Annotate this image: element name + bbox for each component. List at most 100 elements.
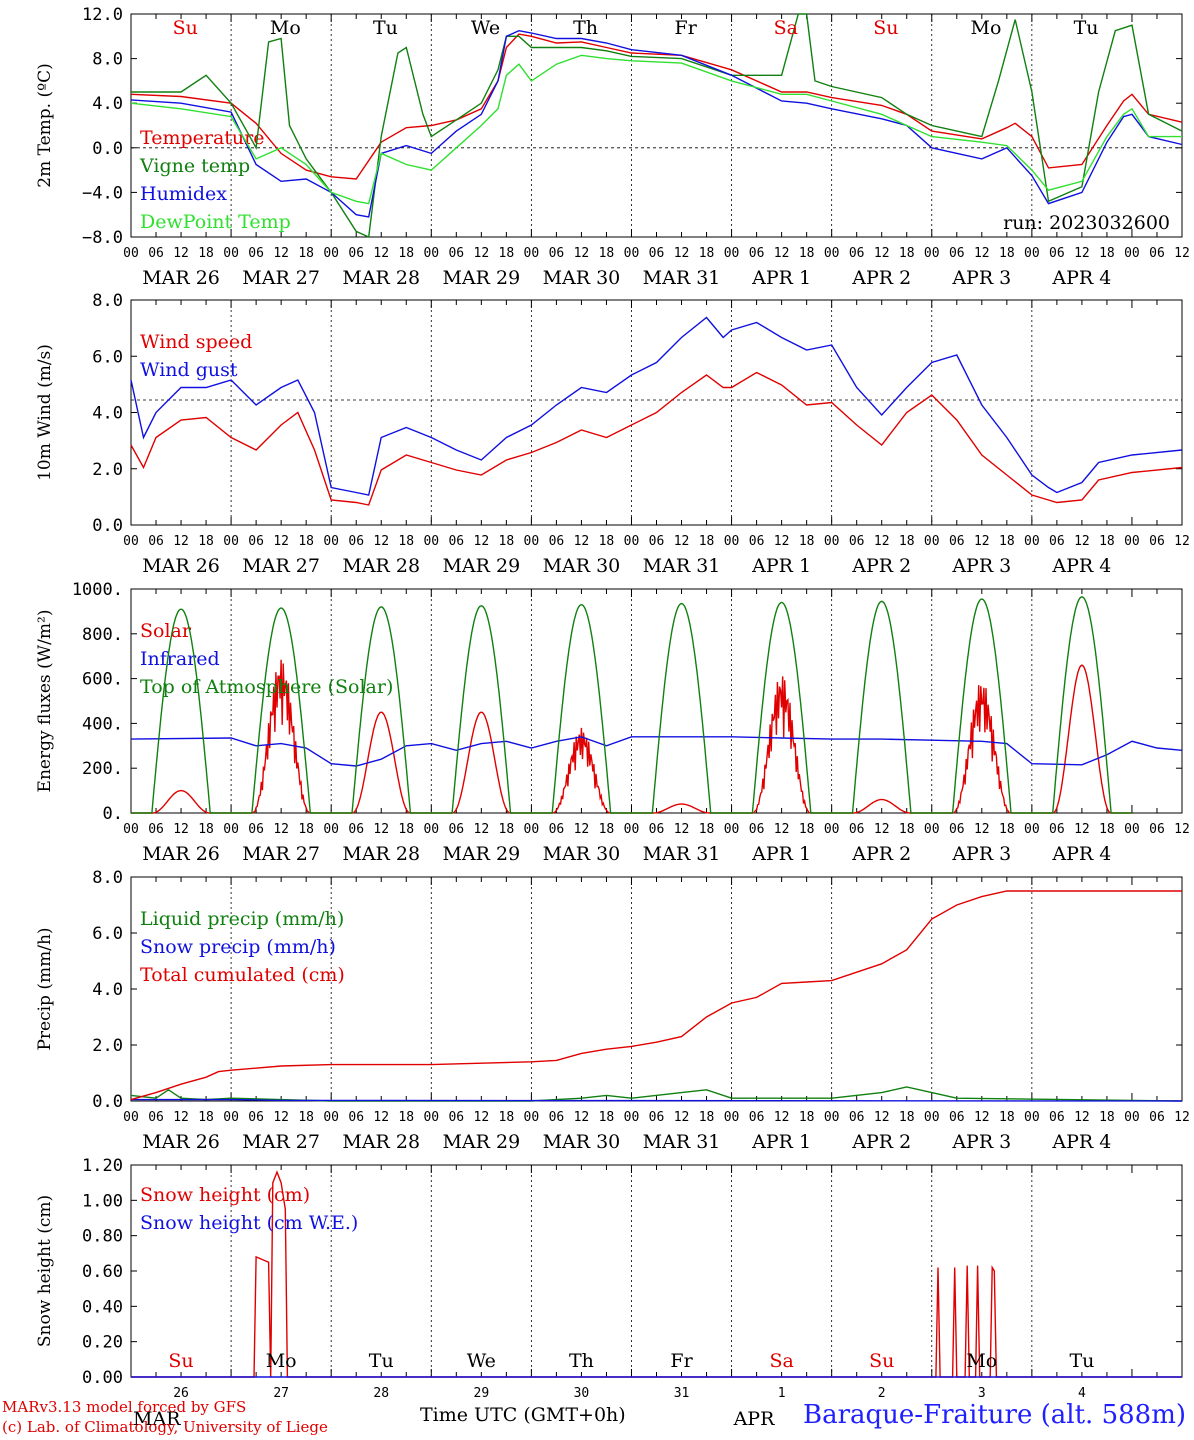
hour-tick-label: 00 [123,1110,139,1125]
x-axis-title: Time UTC (GMT+0h) [420,1404,626,1426]
series-line-infrared [130,736,1183,767]
hour-tick-label: 06 [1049,822,1065,837]
weekday-label: Fr [670,1350,693,1372]
hour-tick-label: 06 [1149,246,1165,261]
hour-tick-label: 00 [423,1110,439,1125]
day-label: APR 3 [951,843,1011,865]
hour-tick-label: 06 [649,1110,665,1125]
legend-entry: Infrared [140,648,220,670]
hour-tick-label: 12 [674,822,690,837]
day-label: APR 4 [1051,555,1111,577]
hour-tick-label: 00 [724,246,740,261]
hour-tick-label: 00 [824,246,840,261]
y-axis-label: Precip (mm/h) [35,927,55,1050]
weekday-label: Tu [373,17,398,39]
hour-tick-label: 00 [323,1110,339,1125]
day-label: MAR 26 [142,1131,220,1153]
hour-tick-label: 18 [899,246,915,261]
day-label: MAR 31 [643,1131,721,1153]
hour-tick-label: 06 [749,534,765,549]
bottom-day-label: 2 [878,1386,886,1401]
y-tick-label: 0.00 [82,1368,123,1388]
hour-tick-label: 12 [574,1110,590,1125]
legend-entry: Temperature [140,127,264,149]
day-label: APR 1 [751,555,811,577]
day-label: MAR 29 [442,843,520,865]
hour-tick-label: 00 [1024,246,1040,261]
hour-tick-label: 18 [499,822,515,837]
hour-tick-label: 00 [724,1110,740,1125]
weekday-label: Tu [1069,1350,1094,1372]
y-tick-label: −8.0 [82,228,123,248]
weekday-label: Mo [266,1350,297,1372]
hour-tick-label: 06 [348,822,364,837]
legend-entry: Liquid precip (mm/h) [140,908,344,930]
hour-tick-label: 12 [273,534,289,549]
day-label: APR 3 [951,267,1011,289]
hour-tick-label: 00 [123,822,139,837]
y-axis-label: 2m Temp. (ºC) [35,63,55,188]
hour-tick-label: 00 [524,246,540,261]
y-tick-label: 1.20 [82,1156,123,1176]
hour-tick-label: 00 [223,822,239,837]
hour-tick-label: 00 [123,534,139,549]
hour-tick-label: 12 [273,246,289,261]
series-line-vigne-temp [131,13,1183,239]
plot-frame [130,13,1183,238]
hour-tick-label: 00 [924,822,940,837]
day-label: APR 1 [751,843,811,865]
weekday-label: We [467,1350,496,1372]
hour-tick-label: 06 [549,246,565,261]
hour-tick-label: 06 [148,1110,164,1125]
legend-entry: DewPoint Temp [140,211,291,233]
hour-tick-label: 06 [348,246,364,261]
series-line-wind-speed [130,371,1183,506]
day-label: MAR 28 [342,555,420,577]
y-tick-label: 800. [82,625,123,645]
hour-tick-label: 18 [599,1110,615,1125]
hour-tick-label: 12 [974,822,990,837]
hour-tick-label: 00 [624,822,640,837]
hour-tick-label: 06 [1049,534,1065,549]
lab-credit: (c) Lab. of Climatology, University of L… [2,1418,328,1436]
legend-entry: Snow precip (mm/h) [140,936,336,958]
hour-tick-label: 18 [298,534,314,549]
hour-tick-label: 00 [924,534,940,549]
hour-tick-label: 18 [599,534,615,549]
hour-tick-label: 18 [1099,1110,1115,1125]
hour-tick-label: 06 [148,534,164,549]
hour-tick-label: 06 [248,1110,264,1125]
hour-tick-label: 18 [198,822,214,837]
hour-tick-label: 06 [1149,534,1165,549]
panel-3: 1000. 800. 600. 400. 200. 0. Energy fluxes (W/… [35,580,1190,865]
weekday-label: Su [869,1350,894,1372]
hour-tick-label: 06 [248,534,264,549]
day-label: MAR 27 [242,1131,320,1153]
day-label: APR 3 [951,1131,1011,1153]
series-line-snow-precip-mm-h- [131,1098,1183,1102]
hour-tick-label: 12 [674,534,690,549]
weekday-label: Su [873,17,898,39]
y-tick-label: 8.0 [92,291,123,311]
hour-tick-label: 00 [624,1110,640,1125]
day-label: MAR 31 [643,555,721,577]
hour-tick-label: 06 [348,1110,364,1125]
day-label: APR 1 [751,1131,811,1153]
hour-tick-label: 12 [574,822,590,837]
hour-tick-label: 18 [1099,534,1115,549]
panel-2: 8.0 6.0 4.0 2.0 0.0 10m Wind (m/s) Wind speed W… [35,291,1190,577]
legend-entry: Total cumulated (cm) [140,964,345,986]
hour-tick-label: 18 [499,246,515,261]
hour-tick-label: 06 [749,1110,765,1125]
bottom-day-label: 3 [978,1386,986,1401]
hour-tick-label: 00 [223,246,239,261]
hour-tick-label: 18 [999,534,1015,549]
model-credit: MARv3.13 model forced by GFS [2,1398,247,1416]
day-label: APR 2 [851,843,911,865]
hour-tick-label: 00 [1024,534,1040,549]
weekday-label: Tu [369,1350,394,1372]
hour-tick-label: 00 [524,1110,540,1125]
legend-entry: Top of Atmosphere (Solar) [140,676,393,698]
hour-tick-label: 00 [524,822,540,837]
